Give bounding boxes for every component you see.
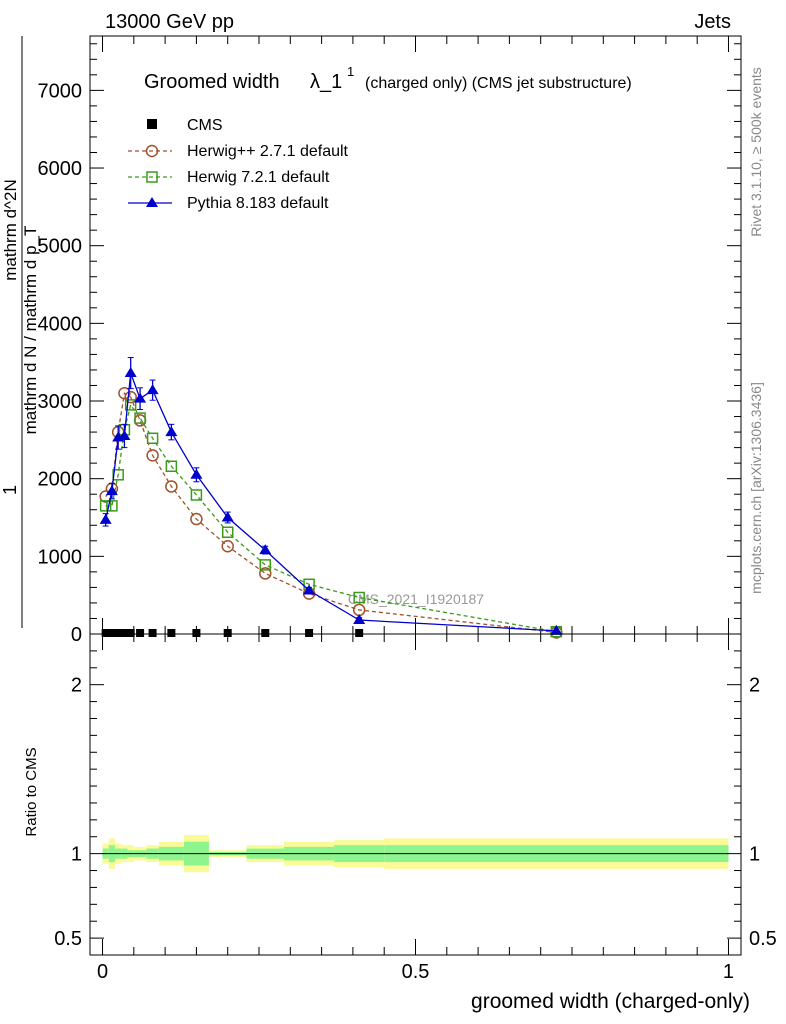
- ratio-y-tick-label: 1: [71, 844, 82, 866]
- legend-marker-cms: [147, 119, 157, 129]
- data-point-herwig7: [165, 460, 178, 472]
- data-point-herwig7: [134, 412, 146, 424]
- data-point-cms: [192, 629, 201, 637]
- ratio-y-tick-label-right: 0.5: [749, 928, 777, 950]
- main-y-tick-label: 0: [71, 624, 82, 646]
- data-point-pythia: [134, 392, 147, 403]
- data-point-pythia: [353, 614, 366, 625]
- data-point-herwigpp: [146, 449, 159, 462]
- main-y-tick-label: 6000: [38, 158, 83, 180]
- ylabel-denominator: mathrm d^2N: [1, 179, 20, 281]
- data-point-cms: [114, 629, 123, 637]
- legend: CMS Herwig++ 2.7.1 default Herwig 7.2.1 …: [128, 117, 349, 212]
- chart-title: Groomed width λ_1 1 (charged only) (CMS …: [144, 64, 632, 93]
- ratio-y-tick-label-right: 2: [749, 675, 760, 697]
- main-y-tick-label: 7000: [38, 80, 83, 102]
- ratio-panel: 0.5 0.5 1 1 2 2 Ratio to CMS: [23, 633, 777, 956]
- data-point-pythia: [99, 513, 112, 524]
- data-point-cms: [305, 629, 314, 637]
- header-left: 13000 GeV pp: [105, 11, 234, 33]
- series-layer: [99, 357, 563, 639]
- data-point-pythia: [303, 584, 316, 595]
- legend-label-cms: CMS: [187, 117, 223, 134]
- main-y-tick-label: 4000: [38, 313, 83, 335]
- ratio-y-ticks: 0.5 0.5 1 1 2 2: [54, 650, 777, 950]
- title-main: Groomed width: [144, 71, 280, 93]
- data-point-cms: [136, 629, 145, 637]
- main-y-tick-label: 1000: [38, 546, 83, 568]
- ratio-y-tick-label: 0.5: [54, 928, 82, 950]
- ratio-x-ticks: [102, 634, 729, 955]
- data-point-herwigpp: [259, 567, 272, 580]
- series-line-3: [105, 372, 557, 632]
- title-suffix: (charged only) (CMS jet substructure): [365, 75, 632, 92]
- x-axis-title: groomed width (charged-only): [471, 990, 750, 1013]
- data-point-cms: [148, 629, 157, 637]
- legend-marker-pythia: [146, 197, 158, 207]
- data-point-herwig7: [221, 526, 234, 539]
- data-point-cms: [120, 629, 129, 637]
- main-y-ticks: 0 1000 2000 3000 4000 5000 6000 7000: [38, 43, 741, 646]
- data-point-herwigpp: [133, 414, 147, 427]
- data-point-herwig7: [106, 500, 118, 512]
- data-point-herwig7: [99, 500, 112, 512]
- data-point-cms: [223, 629, 232, 637]
- main-y-tick-label: 5000: [38, 236, 83, 258]
- rivet-label: Rivet 3.1.10, ≥ 500k events: [748, 67, 764, 237]
- data-point-cms: [355, 629, 364, 637]
- legend-marker-herwigpp: [145, 144, 159, 158]
- main-panel: 0 1000 2000 3000 4000 5000 6000 7000 CMS_2021_I…: [38, 35, 742, 646]
- x-tick-label: 0: [97, 961, 108, 983]
- x-tick-label: 0.5: [402, 961, 430, 983]
- data-point-cms: [167, 629, 176, 637]
- data-point-herwig7: [259, 559, 272, 571]
- data-point-pythia: [259, 544, 272, 555]
- x-tick-labels: 0 0.5 1: [97, 961, 734, 983]
- main-y-axis-title: 1 mathrm d N / mathrm d p_T mathrm d^2N: [0, 36, 40, 628]
- data-point-herwigpp: [190, 512, 203, 526]
- data-point-cms: [107, 629, 116, 637]
- ylabel-one: 1: [0, 485, 20, 495]
- data-point-cms: [261, 629, 270, 637]
- series-line-2: [105, 403, 557, 633]
- legend-label-herwigpp: Herwig++ 2.7.1 default: [187, 143, 349, 160]
- data-point-herwigpp: [118, 386, 131, 400]
- data-point-pythia: [124, 367, 137, 378]
- main-x-ticks: [102, 36, 729, 634]
- main-y-tick-label: 2000: [38, 469, 83, 491]
- legend-label-pythia: Pythia 8.183 default: [187, 195, 329, 212]
- legend-marker-herwig7: [146, 171, 158, 183]
- data-point-pythia: [118, 429, 131, 440]
- data-point-pythia: [146, 384, 159, 395]
- data-point-herwig7: [146, 432, 159, 445]
- data-point-herwigpp: [165, 480, 178, 493]
- main-y-tick-label: 3000: [38, 391, 83, 413]
- data-point-pythia: [105, 485, 118, 496]
- ratio-y-axis-title: Ratio to CMS: [23, 747, 40, 836]
- watermark: CMS_2021_I1920187: [348, 591, 484, 607]
- data-point-pythia: [221, 511, 234, 522]
- legend-label-herwig7: Herwig 7.2.1 default: [187, 169, 330, 186]
- data-point-pythia: [165, 426, 178, 437]
- ratio-y-tick-label-right: 1: [749, 844, 760, 866]
- ratio-y-tick-label: 2: [71, 675, 82, 697]
- series-line-1: [105, 392, 557, 634]
- title-superscript: 1: [347, 64, 354, 79]
- data-point-herwig7: [190, 489, 203, 501]
- data-point-herwigpp: [221, 539, 234, 553]
- data-point-herwigpp: [124, 390, 137, 404]
- title-symbol: λ_1: [310, 71, 342, 93]
- ratio-frame: [89, 633, 742, 956]
- data-point-herwig7: [124, 399, 137, 411]
- mcplots-label: mcplots.cern.ch [arXiv:1306.3436]: [748, 382, 764, 594]
- header-right: Jets: [694, 11, 731, 33]
- data-point-pythia: [190, 468, 203, 479]
- ylabel-numerator: mathrm d N / mathrm d p_T: [21, 226, 40, 435]
- data-point-pythia: [550, 624, 563, 635]
- data-point-cms: [101, 629, 110, 637]
- x-tick-label: 1: [723, 961, 734, 983]
- data-point-herwig7: [353, 591, 365, 604]
- data-point-cms: [126, 629, 135, 637]
